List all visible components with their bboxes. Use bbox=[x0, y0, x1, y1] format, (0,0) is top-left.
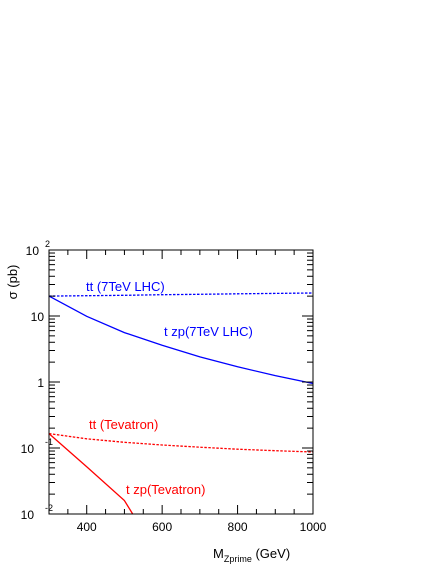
x-axis-label-main: M bbox=[213, 546, 224, 561]
y-tick-label-0: 10 bbox=[26, 244, 40, 258]
x-axis-label-unit: (GeV) bbox=[252, 546, 290, 561]
tick-layer bbox=[48, 250, 314, 515]
series-label-3: t zp(Tevatron) bbox=[126, 482, 205, 497]
series-label-0: tt (7TeV LHC) bbox=[86, 279, 165, 294]
series-label-1: t zp(7TeV LHC) bbox=[164, 324, 253, 339]
x-tick-label-400: 400 bbox=[77, 520, 97, 534]
label-layer: 400 600 800 1000 10 2 10 1 10 -1 10 -2 tt (7TeV LHC)… bbox=[21, 239, 327, 534]
x-axis-label-sub: Zprime bbox=[224, 554, 252, 564]
series-line-1 bbox=[48, 295, 314, 385]
series-line-3 bbox=[48, 433, 134, 515]
y-tick-exponent-4: -2 bbox=[45, 503, 53, 513]
x-tick-label-800: 800 bbox=[228, 520, 248, 534]
series-layer bbox=[48, 292, 314, 515]
y-tick-label-2: 1 bbox=[37, 376, 44, 390]
series-line-0 bbox=[48, 292, 314, 297]
series-label-2: tt (Tevatron) bbox=[89, 417, 158, 432]
x-tick-label-1000: 1000 bbox=[300, 520, 327, 534]
y-tick-label-1: 10 bbox=[31, 310, 45, 324]
y-tick-exponent-0: 2 bbox=[45, 239, 50, 249]
y-tick-label-3: 10 bbox=[21, 442, 35, 456]
series-line-2 bbox=[48, 432, 314, 453]
x-axis-label: MZprime (GeV) bbox=[213, 546, 290, 564]
x-tick-label-600: 600 bbox=[152, 520, 172, 534]
y-tick-label-4: 10 bbox=[21, 508, 35, 522]
y-tick-exponent-3: -1 bbox=[45, 437, 53, 447]
y-axis-label: σ (pb) bbox=[5, 265, 20, 300]
